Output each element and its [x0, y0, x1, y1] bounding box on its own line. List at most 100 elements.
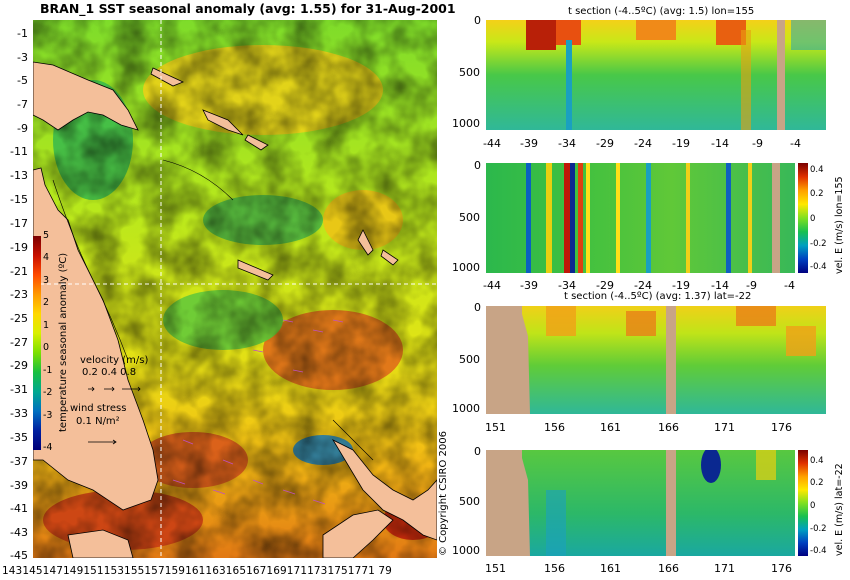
panel-1-ytick: 500: [459, 66, 480, 79]
panel-1-xaxis: -44 -39 -34 -29 -24 -19 -14 -9 -4: [478, 138, 838, 150]
velocity-arrows-icon: [86, 380, 146, 399]
panel-1-ytick: 0: [474, 14, 481, 27]
panel-4-xtick: 171: [714, 562, 735, 575]
panel-3-xtick: 171: [714, 421, 735, 434]
lat-tick: -21: [10, 265, 28, 278]
panel-1-xtick: -44: [483, 137, 501, 150]
panel-2-xtick: -34: [558, 279, 576, 292]
lat-tick: -41: [10, 502, 28, 515]
panel-1-xtick: -9: [752, 137, 763, 150]
t-section-lon155[interactable]: [486, 20, 826, 130]
wind-legend-value: 0.1 N/m²: [76, 416, 120, 427]
panel-2-cb-tick: 0: [810, 214, 816, 224]
panel-3-xtick: 166: [658, 421, 679, 434]
panel-4-xtick: 176: [771, 562, 792, 575]
colorbar-tick: 3: [43, 275, 50, 286]
panel-4-cb-tick: -0.4: [810, 546, 827, 556]
map-lat-axis: -1 -3 -5 -7 -9 -11 -13 -15 -17 -19 -21 -…: [0, 20, 30, 562]
lat-tick: -15: [10, 193, 28, 206]
colorbar-tick: -2: [43, 387, 53, 398]
panel-2-cb-tick: -0.2: [810, 239, 827, 249]
panel-2-cb-label: vel. E (m/s) lon=155: [834, 176, 845, 274]
panel-4-ytick: 500: [459, 495, 480, 508]
panel-3-xtick: 176: [771, 421, 792, 434]
velocity-legend-label: velocity (m/s): [80, 355, 149, 366]
velocity-legend-values: 0.2 0.4 0.8: [82, 367, 137, 378]
panel-4-xtick: 151: [485, 562, 506, 575]
lat-tick: -23: [10, 288, 28, 301]
colorbar-tick: -3: [43, 410, 53, 421]
panel-4-cb-ticks: 0.4 0.2 0 -0.2 -0.4: [810, 450, 830, 558]
panel-2-cb-ticks: 0.4 0.2 0 -0.2 -0.4: [810, 163, 830, 275]
map-colorbar: [33, 236, 41, 450]
colorbar-tick: 1: [43, 320, 50, 331]
panel-4-xtick: 161: [600, 562, 621, 575]
panel-4-ytick: 1000: [452, 544, 480, 557]
panel-3-title: t section (-4..5ºC) (avg: 1.37) lat=-22: [564, 291, 752, 302]
panel-2-xtick: -29: [596, 279, 614, 292]
panel-4-colorbar: [798, 450, 808, 556]
colorbar-tick: 5: [43, 230, 50, 241]
panel-2-xtick: -44: [483, 279, 501, 292]
lat-tick: -45: [10, 549, 28, 562]
lat-tick: -27: [10, 336, 28, 349]
panel-4-xtick: 156: [544, 562, 565, 575]
colorbar-tick: -1: [43, 365, 53, 376]
panel-2-ytick: 0: [474, 159, 481, 172]
lat-tick: -31: [10, 383, 28, 396]
lat-tick: -1: [17, 27, 28, 40]
colorbar-ticks: 5 4 3 2 1 0 -1 -2 -3 -4: [43, 230, 55, 455]
lat-tick: -9: [17, 122, 28, 135]
panel-2-xaxis: -44 -39 -34 -29 -24 -19 -14 -9 -4: [478, 280, 838, 292]
panel-1-xtick: -24: [634, 137, 652, 150]
lat-tick: -11: [10, 145, 28, 158]
panel-1-title: t section (-4..5ºC) (avg: 1.5) lon=155: [568, 6, 755, 17]
map-title: BRAN_1 SST seasonal anomaly (avg: 1.55) …: [40, 1, 456, 16]
lat-tick: -29: [10, 359, 28, 372]
panel-2-cb-tick: -0.4: [810, 262, 827, 272]
panel-2-xtick: -24: [634, 279, 652, 292]
lat-tick: -13: [10, 169, 28, 182]
velocity-section-lat-22[interactable]: [486, 450, 795, 556]
panel-4-xaxis: 151 156 161 166 171 176: [478, 563, 838, 575]
lat-tick: -43: [10, 526, 28, 539]
panel-1-xtick: -19: [672, 137, 690, 150]
panel-1-xtick: -34: [558, 137, 576, 150]
panel-4-cb-tick: -0.2: [810, 524, 827, 534]
panel-2-cb-tick: 0.4: [810, 165, 824, 175]
velocity-section-lon155[interactable]: [486, 163, 795, 273]
panel-2-ytick: 500: [459, 211, 480, 224]
sst-anomaly-map[interactable]: [32, 20, 443, 559]
panel-4-cb-tick: 0.2: [810, 478, 824, 488]
panel-1-ytick: 1000: [452, 117, 480, 130]
panel-3-xaxis: 151 156 161 166 171 176: [478, 422, 838, 434]
panel-2-ytick: 1000: [452, 261, 480, 274]
panel-3-xtick: 161: [600, 421, 621, 434]
lat-tick: -39: [10, 479, 28, 492]
panel-2-xtick: -9: [746, 279, 757, 292]
panel-1-xtick: -29: [596, 137, 614, 150]
colorbar-tick: -4: [43, 442, 53, 453]
panel-1-xtick: -14: [711, 137, 729, 150]
map-lon-axis: 1431451471491511531551571591611631651671…: [2, 565, 392, 577]
panel-4-cb-label: vel. E (m/s) lat=-22: [834, 463, 845, 556]
lat-tick: -17: [10, 217, 28, 230]
wind-legend-label: wind stress: [70, 403, 127, 414]
panel-3-xtick: 151: [485, 421, 506, 434]
lat-tick: -37: [10, 455, 28, 468]
lat-tick: -33: [10, 407, 28, 420]
panel-1-xtick: -4: [790, 137, 801, 150]
t-section-lat-22[interactable]: [486, 306, 826, 414]
lat-tick: -25: [10, 312, 28, 325]
panel-2-xtick: -14: [711, 279, 729, 292]
panel-3-ytick: 500: [459, 353, 480, 366]
panel-2-xtick: -39: [520, 279, 538, 292]
panel-4-cb-tick: 0: [810, 501, 816, 511]
panel-4-cb-tick: 0.4: [810, 456, 824, 466]
panel-1-xtick: -39: [520, 137, 538, 150]
colorbar-tick: 0: [43, 342, 50, 353]
colorbar-label: temperature seasonal anomaly (ºC): [58, 252, 69, 432]
copyright: © Copyright CSIRO 2006: [438, 431, 449, 556]
lat-tick: -3: [17, 51, 28, 64]
colorbar-tick: 2: [43, 297, 50, 308]
